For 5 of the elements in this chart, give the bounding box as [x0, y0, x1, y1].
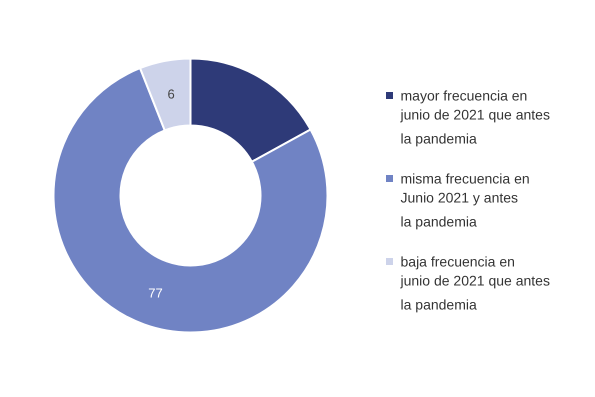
- data-label: 77: [148, 285, 163, 300]
- legend-label: misma frecuencia en Junio 2021 y antes la pandemia: [400, 170, 530, 230]
- data-label: 6: [167, 86, 175, 102]
- legend-label: mayor frecuencia en junio de 2021 que antes la pandemia: [400, 88, 550, 146]
- legend-label: baja frecuencia en junio de 2021 que antes la pandemia: [400, 254, 550, 312]
